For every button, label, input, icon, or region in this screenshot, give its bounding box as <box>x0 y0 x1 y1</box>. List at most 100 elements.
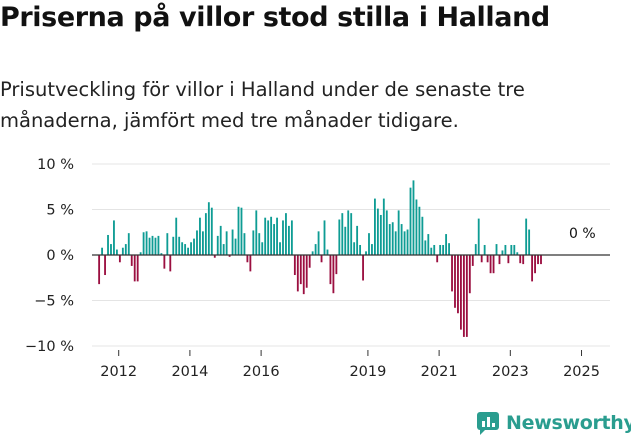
bar <box>424 240 427 255</box>
bar <box>513 244 516 255</box>
bar <box>166 233 169 255</box>
bar <box>249 255 252 272</box>
x-tick-label: 2012 <box>100 364 137 380</box>
bar <box>210 207 213 255</box>
bar <box>495 244 498 255</box>
bar <box>528 229 531 255</box>
bar <box>454 255 456 308</box>
bar <box>537 255 539 265</box>
bar <box>391 222 394 255</box>
bar <box>101 247 104 255</box>
bar <box>427 234 430 255</box>
bar <box>314 244 317 255</box>
chart-title: Priserna på villor stod stilla i Halland <box>0 2 550 33</box>
bar <box>178 236 181 255</box>
bar <box>181 242 184 255</box>
bar <box>486 255 489 263</box>
bar <box>139 252 142 255</box>
bar <box>480 255 483 263</box>
bar <box>124 244 127 255</box>
bar <box>415 199 418 255</box>
bar <box>252 230 255 255</box>
x-tick-label: 2021 <box>421 364 458 380</box>
bar <box>522 255 525 265</box>
bar <box>409 187 412 255</box>
bar <box>504 244 507 255</box>
bar <box>270 216 273 255</box>
bar <box>282 220 284 255</box>
bar <box>326 249 329 255</box>
bar <box>344 226 347 255</box>
bar <box>175 217 178 255</box>
bar <box>501 250 504 255</box>
bar <box>273 224 276 255</box>
bar <box>237 206 240 255</box>
bar <box>299 255 302 285</box>
bar <box>302 255 305 295</box>
bar <box>507 255 510 264</box>
bar <box>264 217 267 255</box>
y-tick-label: −10 % <box>25 339 74 355</box>
bar <box>113 220 115 255</box>
newsworthy-logo: Newsworthy <box>476 410 631 436</box>
bar <box>279 242 281 255</box>
bar <box>356 225 359 255</box>
bar <box>151 235 154 255</box>
bar <box>219 225 222 255</box>
bar <box>231 229 234 255</box>
bar <box>225 231 228 255</box>
bar <box>477 218 480 255</box>
bar <box>471 255 474 266</box>
bar <box>130 255 133 266</box>
y-tick-label: 10 % <box>37 157 74 173</box>
bar <box>172 236 175 255</box>
bar <box>510 244 513 255</box>
bar <box>234 238 237 255</box>
bar <box>376 208 379 255</box>
bar <box>169 255 172 272</box>
bar <box>531 255 534 282</box>
bar <box>433 244 436 255</box>
bar <box>338 219 341 255</box>
bar <box>305 255 308 288</box>
subtitle-line-2: månaderna, jämfört med tre månader tidig… <box>0 109 459 132</box>
bar <box>397 210 400 255</box>
bar <box>290 220 293 255</box>
bar <box>403 231 406 255</box>
bar <box>460 255 462 330</box>
bar <box>374 198 376 255</box>
x-tick-label: 2023 <box>492 364 529 380</box>
subtitle-line-1: Prisutveckling för villor i Halland unde… <box>0 78 525 101</box>
bar <box>160 253 163 255</box>
bar <box>199 217 201 255</box>
bar <box>190 242 192 255</box>
bar <box>379 214 382 255</box>
bar <box>341 213 344 255</box>
brand-name: Newsworthy <box>506 412 631 434</box>
bar <box>492 255 495 274</box>
bar <box>353 242 356 255</box>
bar <box>255 210 258 255</box>
bar <box>421 216 424 255</box>
bar <box>115 249 118 255</box>
bar <box>104 255 106 276</box>
bar <box>489 255 492 274</box>
newsworthy-chat-bar-icon <box>477 412 499 435</box>
bar <box>204 213 207 255</box>
bar <box>246 255 249 263</box>
bar <box>445 234 448 255</box>
bar <box>184 244 187 255</box>
x-tick-label: 2014 <box>171 364 208 380</box>
bar <box>362 255 364 281</box>
bar <box>430 247 433 255</box>
bar <box>525 218 528 255</box>
bar <box>276 217 278 255</box>
y-tick-label: −5 % <box>34 294 74 310</box>
bar <box>465 255 468 337</box>
bar <box>107 234 109 255</box>
price-change-bar-chart: 10 % 5 % 0 % −5 % −10 % 0 % 2012 2014 2016 2019 20… <box>25 157 610 380</box>
bar <box>317 231 320 255</box>
bar <box>498 255 501 265</box>
bar <box>207 202 210 255</box>
bar <box>418 206 421 255</box>
